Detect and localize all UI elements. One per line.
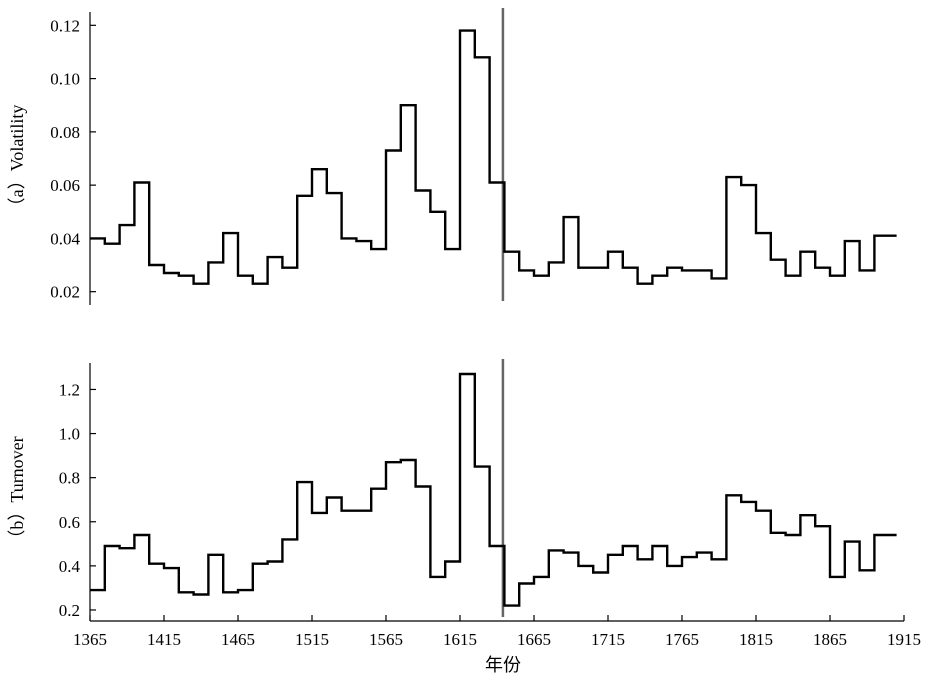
volatility-y-tick-label: 0.02 (50, 283, 80, 302)
volatility-y-tick-label: 0.12 (50, 16, 80, 35)
turnover-x-tick-label: 1515 (295, 630, 329, 649)
volatility-series-line (90, 29, 897, 285)
turnover-x-tick-label: 1415 (147, 630, 181, 649)
volatility-y-tick-label: 0.08 (50, 123, 80, 142)
x-axis-title: 年份 (485, 655, 521, 675)
turnover-y-tick-label: 0.4 (59, 557, 81, 576)
volatility-y-axis-title: （a）Volatility (7, 105, 27, 216)
turnover-x-tick-label: 1765 (665, 630, 699, 649)
turnover-x-tick-label: 1565 (369, 630, 403, 649)
turnover-x-tick-label: 1915 (887, 630, 921, 649)
turnover-y-tick-label: 1.2 (59, 380, 80, 399)
volatility-y-tick-label: 0.04 (50, 229, 80, 248)
turnover-x-tick-label: 1615 (443, 630, 477, 649)
turnover-y-tick-label: 1.0 (59, 425, 80, 444)
turnover-y-tick-label: 0.8 (59, 469, 80, 488)
volatility-y-tick-label: 0.06 (50, 176, 80, 195)
turnover-x-tick-label: 1365 (73, 630, 107, 649)
turnover-series-line (90, 372, 897, 607)
turnover-x-tick-label: 1715 (591, 630, 625, 649)
turnover-x-tick-label: 1865 (813, 630, 847, 649)
panel-turnover: 0.2 0.4 0.6 0.8 1.0 1.2 （b）Turnover 1365 1415 146… (7, 359, 921, 649)
turnover-x-tick-label: 1465 (221, 630, 255, 649)
turnover-y-tick-label: 0.2 (59, 601, 80, 620)
turnover-y-axis-title: （b）Turnover (7, 436, 27, 547)
turnover-x-tick-label: 1665 (517, 630, 551, 649)
panel-volatility: 0.02 0.04 0.06 0.08 0.10 0.12 （a）Volatility (7, 8, 897, 305)
turnover-y-tick-label: 0.6 (59, 513, 80, 532)
volatility-y-tick-label: 0.10 (50, 70, 80, 89)
turnover-x-tick-label: 1815 (739, 630, 773, 649)
